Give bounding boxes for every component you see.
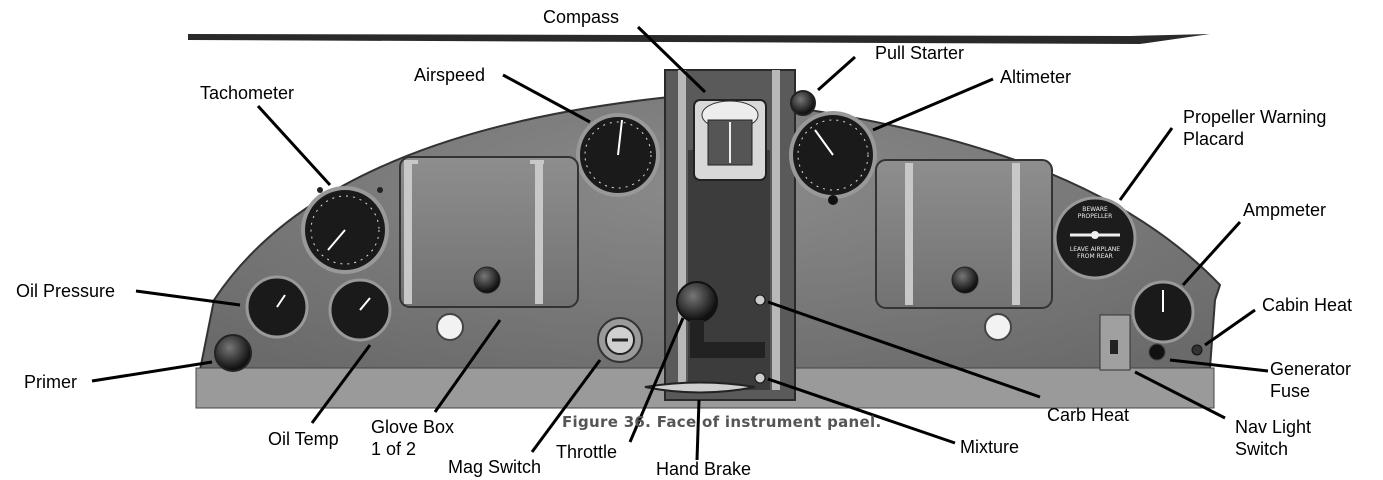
compass-instrument [693,99,767,181]
placard-text: BEWARE PROPELLER LEAVE AIRPLANE FROM REA… [1063,206,1127,260]
placard-line-4: FROM REAR [1077,253,1113,260]
label-nav-light-line2: Switch [1235,439,1289,459]
propeller-warning-placard [1053,196,1137,280]
figure-caption: Figure 36. Face of instrument panel. [562,413,882,431]
primer-knob [214,334,252,372]
label-nav-light-line1: Nav Light [1235,417,1312,437]
throttle-knob [676,281,765,358]
label-mag-switch: Mag Switch [448,457,542,477]
label-nav-light-switch: Nav Light Switch [1235,416,1311,460]
label-glove-box-line2: 1 of 2 [371,439,417,459]
label-mixture: Mixture [960,437,1020,457]
ampmeter-gauge [1131,280,1195,344]
label-oil-temp: Oil Temp [268,429,339,449]
label-glove-box: Glove Box 1 of 2 [371,416,454,460]
leader-lines [91,25,1269,461]
label-compass: Compass [543,7,620,27]
label-airspeed: Airspeed [414,65,486,85]
hand-brake-handle [644,381,756,394]
label-propeller-warning: Propeller Warning Placard [1183,106,1326,150]
mixture-knob [754,372,766,384]
altimeter-gauge [789,111,877,205]
oil-temp-gauge [328,278,392,342]
placard-line-1: BEWARE [1082,206,1108,213]
oil-pressure-gauge [245,275,309,339]
pull-starter-knob [790,90,816,116]
tachometer-gauge [301,186,389,274]
label-ampmeter: Ampmeter [1243,200,1327,220]
label-generator-fuse-line2: Fuse [1270,381,1311,401]
label-propeller-warning-line2: Placard [1183,129,1245,149]
label-tachometer: Tachometer [200,83,295,103]
panel-lights [436,313,1012,341]
label-oil-pressure: Oil Pressure [16,281,116,301]
airspeed-gauge [576,113,660,197]
glove-box-right [875,159,1053,309]
label-throttle: Throttle [556,442,618,462]
nav-light-switch [1099,314,1131,371]
label-altimeter: Altimeter [1000,67,1072,87]
label-primer: Primer [24,372,77,392]
label-generator-fuse: Generator Fuse [1270,358,1351,402]
label-hand-brake: Hand Brake [656,459,752,479]
placard-line-3: LEAVE AIRPLANE [1069,246,1121,253]
label-carb-heat: Carb Heat [1047,405,1130,425]
label-pull-starter: Pull Starter [875,43,965,63]
generator-fuse [1148,343,1166,361]
carb-heat-knob [754,294,766,306]
mag-switch [597,317,643,363]
label-generator-fuse-line1: Generator [1270,359,1352,379]
cabin-heat-knob [1191,344,1203,356]
label-glove-box-line1: Glove Box [371,417,455,437]
glove-box-left [399,156,579,308]
label-cabin-heat: Cabin Heat [1262,295,1353,315]
label-propeller-warning-line1: Propeller Warning [1183,107,1327,127]
placard-line-2: PROPELLER [1077,213,1113,220]
top-edge-bar [188,34,1210,44]
